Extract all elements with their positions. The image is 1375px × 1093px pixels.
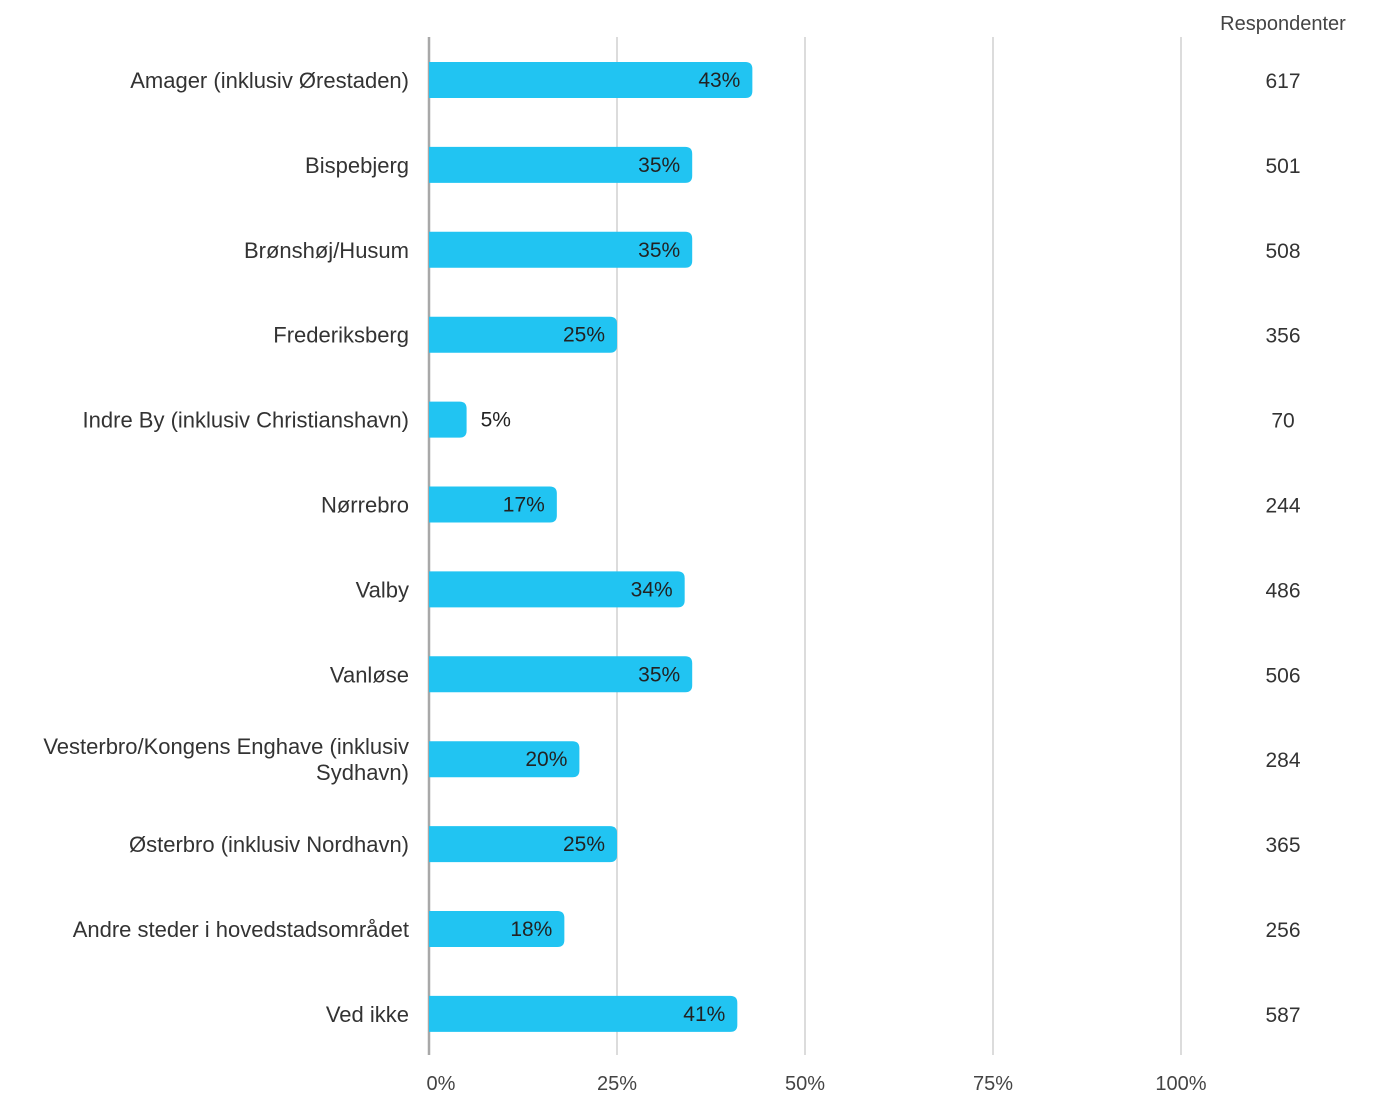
bar-value-label: 18% — [510, 918, 552, 941]
category-label: Nørrebro — [321, 493, 409, 518]
respondents-count: 486 — [1265, 579, 1300, 602]
category-label: Valby — [356, 577, 409, 602]
bar-value-label: 35% — [638, 239, 680, 262]
respondents-count: 70 — [1271, 410, 1294, 433]
category-labels: Amager (inklusiv Ørestaden) Bispebjerg Brø… — [43, 68, 409, 1027]
category-label: Brønshøj/Husum — [244, 238, 409, 263]
bar-value-label: 35% — [638, 154, 680, 177]
bar-value-label: 35% — [638, 663, 680, 686]
gridlines — [427, 37, 1182, 1055]
bar — [429, 62, 753, 98]
bar — [429, 401, 467, 438]
category-label: Vesterbro/Kongens Enghave (inklusiv Sydha… — [43, 734, 409, 785]
respondents-count: 284 — [1265, 749, 1300, 772]
bars: 43% 35% 35% 25% 5% 17% 34% 35% 20% 25% 18% 41% — [429, 62, 753, 1032]
respondents-header: Respondenter — [1220, 13, 1346, 35]
respondents-count: 256 — [1265, 919, 1300, 942]
bar — [429, 741, 580, 778]
bar — [429, 911, 565, 947]
respondents-count: 617 — [1265, 70, 1300, 93]
x-tick-label: 25% — [597, 1073, 637, 1093]
respondents-count: 501 — [1265, 155, 1300, 178]
bar — [429, 995, 738, 1032]
bar-value-label: 20% — [525, 748, 567, 771]
respondents-count: 508 — [1265, 240, 1300, 263]
category-label: Ved ikke — [326, 1002, 409, 1027]
respondents-count: 244 — [1265, 495, 1300, 518]
bar — [429, 231, 693, 268]
x-axis-ticks: 0% 25% 50% 75% 100% — [427, 1073, 1207, 1093]
bar — [429, 571, 685, 608]
x-tick-label: 0% — [427, 1073, 456, 1093]
bar-value-label: 25% — [563, 324, 605, 347]
x-tick-label: 50% — [785, 1073, 825, 1093]
bar — [429, 826, 617, 863]
category-label: Amager (inklusiv Ørestaden) — [130, 68, 409, 93]
bar-value-label: 43% — [698, 69, 740, 92]
bar-value-label: 41% — [683, 1003, 725, 1026]
category-label: Frederiksberg — [273, 323, 409, 348]
bar-value-label: 5% — [481, 409, 511, 432]
x-tick-label: 100% — [1155, 1073, 1206, 1093]
category-label: Østerbro (inklusiv Nordhavn) — [129, 832, 409, 857]
category-label: Andre steder i hovedstadsområdet — [73, 917, 409, 942]
x-tick-label: 75% — [973, 1073, 1013, 1093]
bar-value-label: 17% — [503, 494, 545, 517]
bar — [429, 316, 617, 353]
category-label: Vanløse — [330, 662, 409, 687]
bar-value-label: 25% — [563, 833, 605, 856]
category-label: Bispebjerg — [305, 153, 409, 178]
respondents-count: 587 — [1265, 1004, 1300, 1027]
category-label: Indre By (inklusiv Christianshavn) — [83, 408, 409, 433]
bar — [429, 656, 693, 693]
bar-value-label: 34% — [631, 578, 673, 601]
bar — [429, 486, 557, 523]
respondents-count: 356 — [1265, 325, 1300, 348]
bar — [429, 146, 693, 183]
respondents-count: 365 — [1265, 834, 1300, 857]
respondents-column: Respondenter 617 501 508 356 70 244 486 506 284 3… — [1220, 13, 1346, 1027]
respondents-count: 506 — [1265, 664, 1300, 687]
